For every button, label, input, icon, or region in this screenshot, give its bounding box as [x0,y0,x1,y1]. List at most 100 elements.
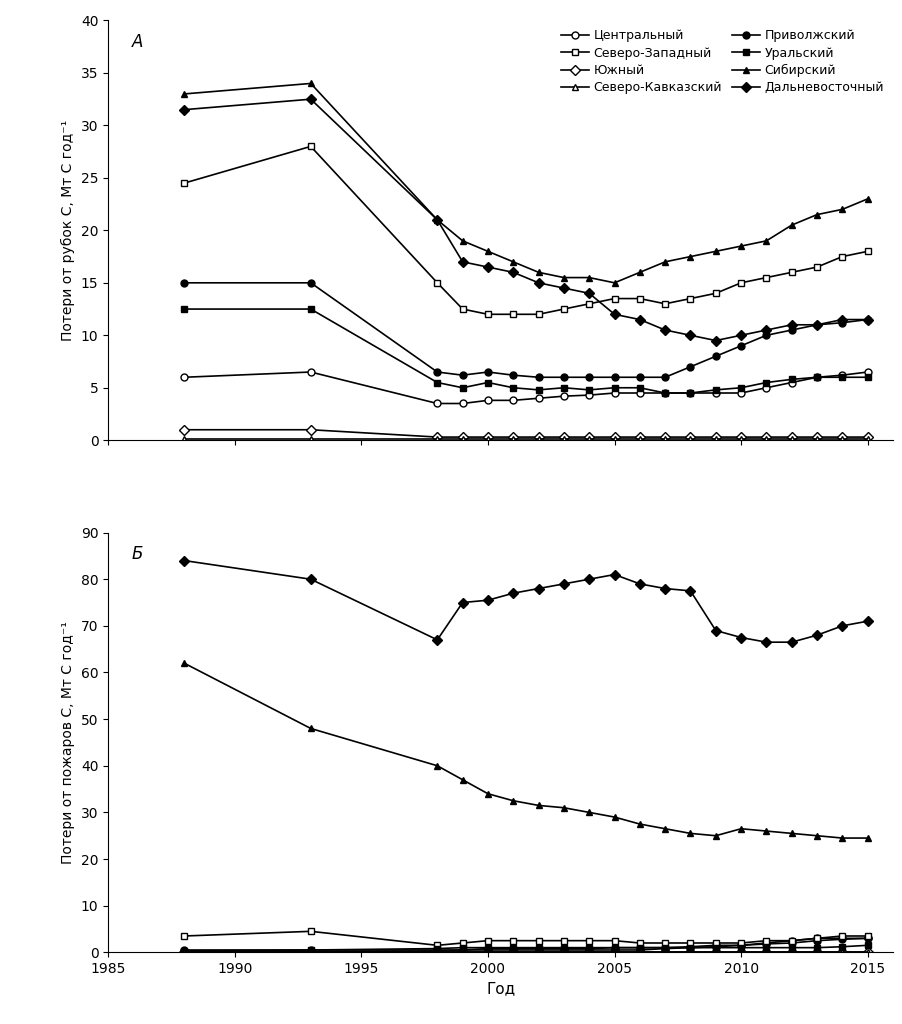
Дальневосточный [711,625,722,637]
Приволжский [558,371,569,383]
Южный [736,946,747,958]
Северо-Кавказский [558,946,569,958]
Уральский [685,387,695,399]
Приволжский [609,371,620,383]
Уральский [584,941,594,953]
Центральный [432,945,443,957]
Уральский [812,371,823,383]
Уральский [787,941,797,953]
Северо-Западный [609,935,620,947]
Уральский [685,941,695,953]
Северо-Западный [812,932,823,944]
Северо-Западный [306,140,317,153]
Уральский [736,941,747,953]
Южный [432,946,443,958]
Сибирский [837,831,848,844]
Центральный [306,366,317,378]
Северо-Западный [558,303,569,315]
Сибирский [787,219,797,231]
Сибирский [533,266,544,279]
Сибирский [862,831,873,844]
Центральный [862,366,873,378]
Северо-Кавказский [736,433,747,445]
Северо-Западный [659,298,670,310]
Уральский [711,384,722,396]
Южный [508,431,519,443]
Уральский [483,377,493,389]
Уральский [736,382,747,394]
Дальневосточный [508,266,519,279]
Дальневосточный [306,93,317,105]
Северо-Западный [659,937,670,949]
Уральский [634,941,645,953]
Центральный [584,944,594,956]
Приволжский [862,932,873,944]
Северо-Западный [736,937,747,949]
Центральный [837,369,848,381]
Южный [862,431,873,443]
Приволжский [736,939,747,951]
Приволжский [508,942,519,954]
Уральский [179,945,189,957]
Legend: Центральный, Северо-Западный, Южный, Северо-Кавказский, Приволжский, Уральский, : Центральный, Северо-Западный, Южный, Сев… [558,27,887,97]
Приволжский [787,324,797,336]
Центральный [483,944,493,956]
Сибирский [812,829,823,842]
Уральский [584,384,594,396]
Северо-Кавказский [685,946,695,958]
Приволжский [659,941,670,953]
Южный [685,946,695,958]
Уральский [659,387,670,399]
Line: Приволжский: Приволжский [180,280,871,381]
Приволжский [634,941,645,953]
Южный [558,431,569,443]
Северо-Кавказский [609,946,620,958]
Северо-Кавказский [508,946,519,958]
Приволжский [306,276,317,289]
Центральный [457,397,468,410]
Уральский [432,942,443,954]
Южный [483,431,493,443]
Сибирский [306,722,317,734]
Уральский [837,941,848,953]
Северо-Западный [179,177,189,189]
Южный [711,946,722,958]
Приволжский [659,371,670,383]
Уральский [761,377,772,389]
Приволжский [761,329,772,341]
Сибирский [179,88,189,100]
Северо-Кавказский [558,433,569,445]
Центральный [659,387,670,399]
Уральский [837,371,848,383]
Приволжский [812,318,823,331]
Line: Южный: Южный [180,948,871,955]
Приволжский [609,941,620,953]
Дальневосточный [457,256,468,268]
Северо-Западный [812,261,823,273]
Центральный [306,945,317,957]
Южный [761,946,772,958]
Приволжский [306,944,317,956]
Text: Б: Б [132,545,143,563]
Центральный [432,397,443,410]
Северо-Западный [558,935,569,947]
Северо-Западный [634,937,645,949]
Центральный [787,935,797,947]
Северо-Кавказский [432,946,443,958]
Сибирский [711,245,722,257]
Дальневосточный [306,573,317,586]
Северо-Западный [457,303,468,315]
Дальневосточный [634,578,645,590]
Дальневосточный [659,583,670,595]
Центральный [812,932,823,944]
Сибирский [584,806,594,818]
Южный [837,431,848,443]
Line: Северо-Западный: Северо-Западный [180,143,871,317]
Центральный [685,941,695,953]
Центральный [711,387,722,399]
Северо-Кавказский [533,946,544,958]
Южный [533,946,544,958]
Северо-Кавказский [483,946,493,958]
Приволжский [862,313,873,326]
Южный [508,946,519,958]
